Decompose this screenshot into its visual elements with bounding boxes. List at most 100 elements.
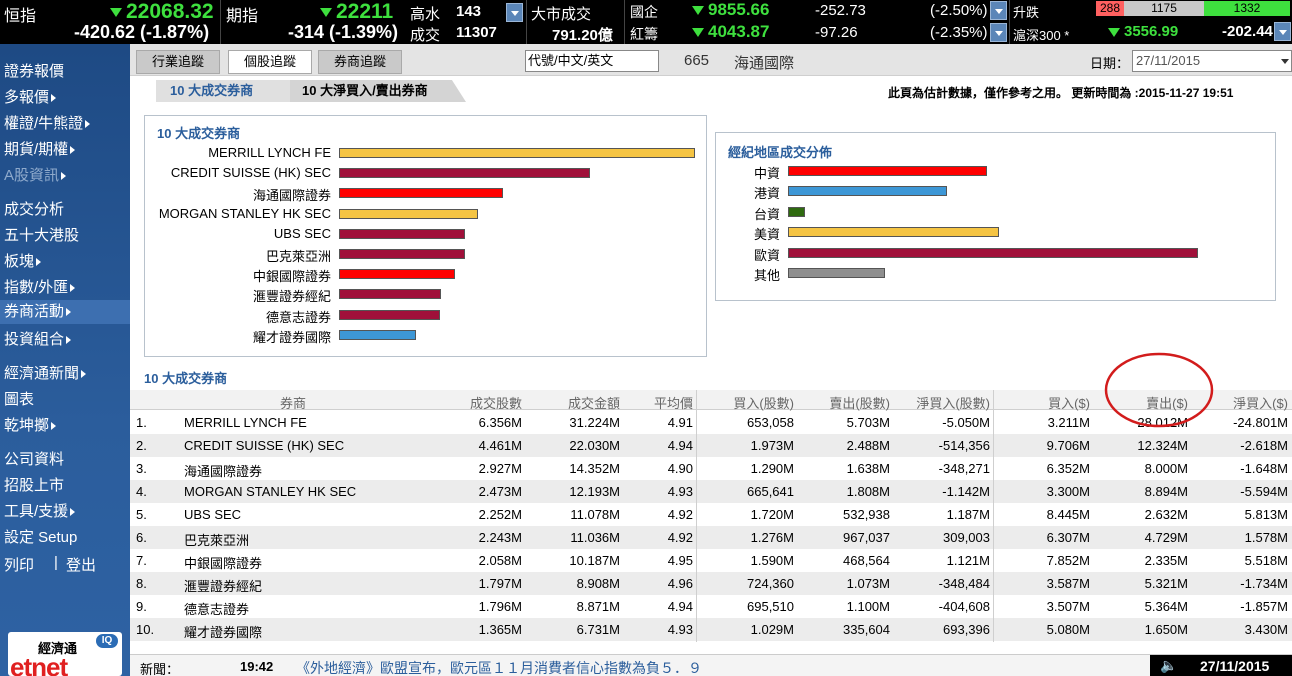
hsi-value: 22068.32 (110, 0, 214, 24)
table-cell: 724,360 (747, 576, 794, 591)
redchip-label: 紅籌 (630, 26, 658, 42)
print-link[interactable]: 列印 (4, 557, 35, 574)
redchip-dropdown-button[interactable] (990, 23, 1007, 42)
column-header[interactable]: 淨買入($) (1233, 396, 1288, 411)
tab-stock[interactable]: 個股追蹤 (228, 50, 312, 74)
table-cell: 468,564 (843, 553, 890, 568)
news-ticker[interactable]: 新聞： 19:42 《外地經濟》歐盟宣布，歐元區１１月消費者信心指數為負５．９ … (130, 654, 1292, 676)
table-cell: 6.731M (576, 622, 620, 637)
sidebar-item-2[interactable]: 權證/牛熊證 (4, 112, 91, 133)
table-cell: 2.058M (478, 553, 522, 568)
column-header[interactable]: 賣出($) (1146, 396, 1188, 411)
table-title: 10 大成交券商 (144, 371, 228, 386)
table-row[interactable]: 5. UBS SEC 2.252M 11.078M 4.92 1.720M 532,938 1… (130, 503, 1292, 526)
speaker-icon[interactable]: 🔈 (1160, 657, 1178, 673)
column-header[interactable]: 成交股數 (469, 396, 522, 411)
table-cell: 1.720M (750, 507, 794, 522)
iq-badge: IQ (96, 634, 118, 648)
chevron-right-icon (51, 422, 57, 431)
table-cell: 2.252M (478, 507, 522, 522)
table-row[interactable]: 1. MERRILL LYNCH FE 6.356M 31.224M 4.91 653,0… (130, 411, 1292, 434)
sidebar-item-12[interactable]: 圖表 (4, 388, 34, 409)
sidebar-item-6[interactable]: 五十大港股 (4, 224, 79, 245)
sidebar-item-label: 經濟通新聞 (4, 365, 80, 382)
bar-label: 巴克萊亞洲 (265, 249, 331, 264)
table-cell: 1.073M (846, 576, 890, 591)
table-cell: 14.352M (569, 461, 620, 476)
bar-label: CREDIT SUISSE (HK) SEC (170, 165, 331, 181)
sidebar-item-7[interactable]: 板塊 (4, 250, 42, 271)
column-header[interactable]: 賣出(股數) (829, 396, 890, 411)
table-cell: 309,003 (943, 530, 990, 545)
table-cell: 1.590M (750, 553, 794, 568)
chevron-right-icon (81, 370, 87, 379)
broker-name: 德意志證券 (184, 602, 250, 617)
subtab-top-volume[interactable]: 10 大成交券商 (156, 80, 290, 102)
table-cell: 11.036M (570, 530, 620, 545)
table-cell: 3.430M (1244, 622, 1288, 637)
chevron-right-icon (36, 258, 42, 267)
table-row[interactable]: 2. CREDIT SUISSE (HK) SEC 4.461M 22.030M 4.9… (130, 434, 1292, 457)
news-headline[interactable]: 《外地經濟》歐盟宣布，歐元區１１月消費者信心指數為負５．９ (296, 660, 702, 676)
tab-broker[interactable]: 券商追蹤 (318, 50, 402, 74)
bar-label: 滙豐證券經紀 (252, 289, 331, 305)
table-cell: 4.461M (478, 438, 522, 453)
date-select[interactable]: 27/11/2015 (1132, 50, 1292, 72)
table-row[interactable]: 9. 德意志證券 1.796M 8.871M 4.94 695,510 1.100M -404… (130, 595, 1292, 618)
broker-name: 滙豐證券經紀 (184, 579, 263, 594)
column-header[interactable]: 買入($) (1048, 396, 1090, 411)
table-cell: -2.618M (1240, 438, 1288, 453)
sidebar-item-0[interactable]: 證券報價 (4, 60, 64, 81)
table-row[interactable]: 6. 巴克萊亞洲 2.243M 11.036M 4.92 1.276M 967,037 309… (130, 526, 1292, 549)
sidebar-item-9[interactable]: 券商活動 (0, 300, 130, 324)
sidebar-item-label: 券商活動 (4, 303, 65, 320)
hscei-dropdown-button[interactable] (990, 1, 1007, 20)
sidebar-item-14[interactable]: 公司資料 (4, 448, 64, 469)
sidebar-item-1[interactable]: 多報價 (4, 86, 57, 107)
futures-dropdown-button[interactable] (506, 3, 523, 22)
table-cell: 31.224M (569, 415, 620, 430)
sidebar-item-15[interactable]: 招股上市 (4, 474, 64, 495)
column-header[interactable]: 買入(股數) (733, 396, 794, 411)
table-row[interactable]: 7. 中銀國際證券 2.058M 10.187M 4.95 1.590M 468,564 1.… (130, 549, 1292, 572)
subtab-net-buy-sell[interactable]: 10 大淨買入/賣出券商 (290, 80, 466, 102)
highlight-circle (1104, 352, 1214, 428)
bar (339, 249, 465, 259)
table-cell: -348,484 (938, 576, 990, 591)
row-rank: 7. (136, 553, 147, 568)
sidebar-item-13[interactable]: 乾坤擲 (4, 414, 57, 435)
down-arrow-icon (692, 6, 704, 16)
chevron-right-icon (51, 94, 57, 103)
table-row[interactable]: 3. 海通國際證券 2.927M 14.352M 4.90 1.290M 1.638M -34… (130, 457, 1292, 480)
bar-label: 台資 (753, 206, 780, 222)
stock-search-input[interactable]: 代號/中文/英文 (525, 50, 659, 72)
sidebar-item-4[interactable]: A股資訊 (4, 164, 67, 185)
column-header[interactable]: 成交金額 (567, 396, 620, 411)
column-header[interactable]: 淨買入(股數) (916, 396, 990, 411)
column-header[interactable]: 券商 (279, 396, 306, 411)
table-cell: -5.050M (942, 415, 990, 430)
bar-label: UBS SEC (273, 225, 331, 241)
table-cell: 4.95 (667, 553, 693, 568)
sidebar-item-3[interactable]: 期貨/期權 (4, 138, 76, 159)
table-row[interactable]: 4. MORGAN STANLEY HK SEC 2.473M 12.193M 4.93… (130, 480, 1292, 503)
table-cell: 335,604 (843, 622, 890, 637)
sidebar-item-16[interactable]: 工具/支援 (4, 500, 76, 521)
sidebar-item-8[interactable]: 指數/外匯 (4, 276, 76, 297)
sidebar-item-5[interactable]: 成交分析 (4, 198, 64, 219)
down-arrow-icon (692, 28, 704, 38)
sidebar-item-10[interactable]: 投資組合 (4, 328, 72, 349)
table-row[interactable]: 10. 耀才證券國際 1.365M 6.731M 4.93 1.029M 335,604 69… (130, 618, 1292, 641)
sidebar-item-11[interactable]: 經濟通新聞 (4, 362, 87, 383)
table-cell: 8.445M (1046, 507, 1090, 522)
column-header[interactable]: 平均價 (653, 396, 693, 411)
hscei-label: 國企 (630, 4, 658, 20)
table-row[interactable]: 8. 滙豐證券經紀 1.797M 8.908M 4.96 724,360 1.073M -34… (130, 572, 1292, 595)
csi300-dropdown-button[interactable] (1274, 22, 1291, 41)
tab-industry[interactable]: 行業追蹤 (136, 50, 220, 74)
bar-label: 歐資 (753, 247, 780, 263)
sidebar-item-17[interactable]: 設定 Setup (4, 526, 77, 547)
logout-link[interactable]: 登出 (66, 557, 97, 574)
table-cell: 10.187M (569, 553, 620, 568)
table-cell: 5.518M (1244, 553, 1288, 568)
